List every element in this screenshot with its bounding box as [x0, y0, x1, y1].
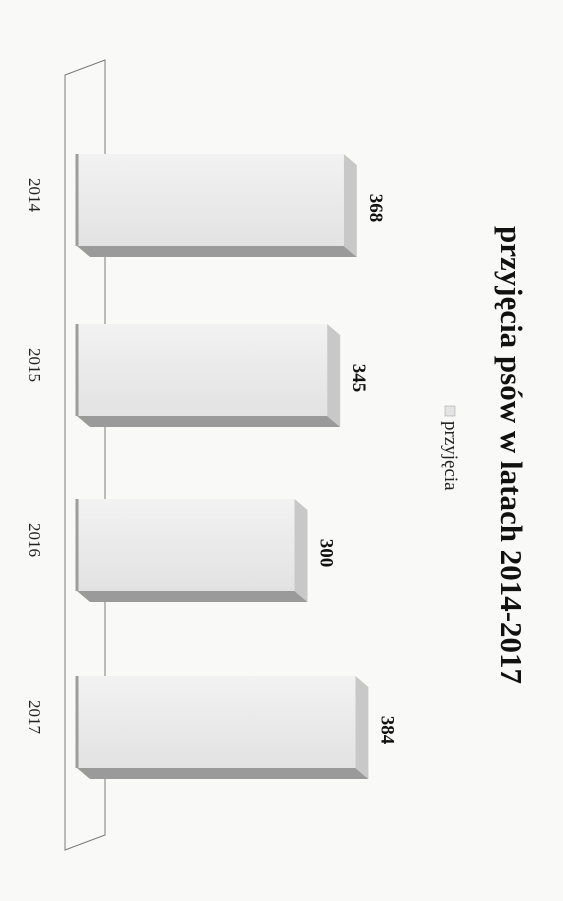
data-label-2016: 300	[316, 539, 337, 568]
bar-2014	[75, 154, 357, 257]
bar-top-face	[343, 154, 357, 257]
bar-side-face	[77, 416, 341, 427]
bar-front-face	[77, 499, 295, 591]
chart-title: przyjęcia psów w latach 2014-2017	[494, 226, 529, 684]
bar-2015	[75, 324, 341, 427]
bar-front-face	[77, 676, 356, 768]
bar-front-face	[77, 154, 344, 246]
legend-label: przyjęcia	[440, 421, 461, 491]
data-label-2017: 384	[376, 716, 397, 745]
bar-2016	[75, 499, 308, 602]
data-label-2014: 368	[365, 194, 386, 223]
bar-side-face	[77, 246, 357, 257]
bar-2017	[75, 676, 369, 779]
bar-top-face	[294, 499, 308, 602]
x-tick-2017: 2017	[25, 700, 44, 735]
bar-side-face	[77, 591, 308, 602]
bar-front-face	[77, 324, 328, 416]
legend: przyjęcia	[440, 405, 461, 491]
x-tick-2015: 2015	[25, 348, 44, 382]
x-tick-2016: 2016	[25, 523, 44, 557]
x-tick-2014: 2014	[25, 178, 44, 213]
bar-top-face	[327, 324, 341, 427]
data-label-2015: 345	[348, 364, 369, 393]
bar-side-face	[77, 768, 369, 779]
bar-top-face	[355, 676, 369, 779]
chart-floor	[64, 59, 106, 851]
legend-swatch	[444, 405, 456, 417]
